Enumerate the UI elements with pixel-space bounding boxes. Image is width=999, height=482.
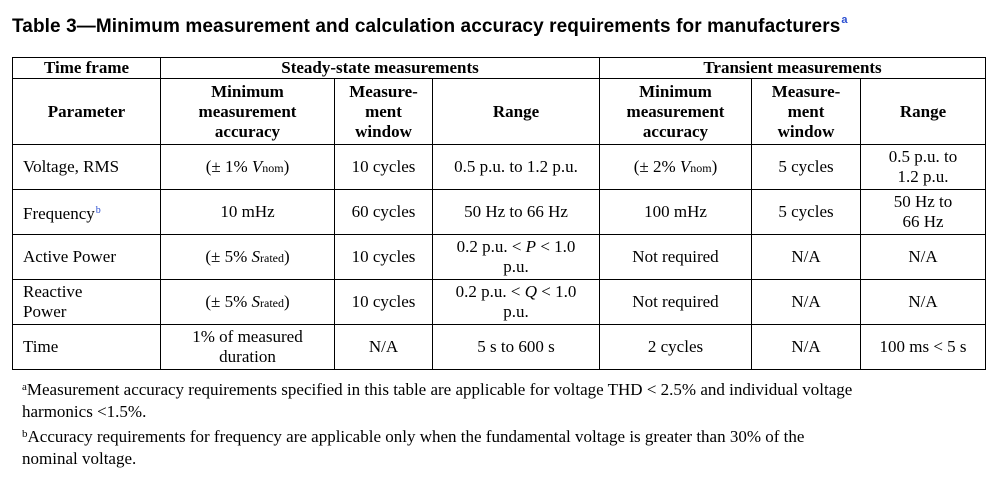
header-tr-range: Range [859, 78, 987, 145]
table-row: Reactive Power (± 5% Srated) 10 cycles 0.… [12, 279, 987, 325]
tr-range: 0.5 p.u. to 1.2 p.u. [859, 144, 987, 190]
table-title-text: Table 3—Minimum measurement and calculat… [12, 16, 841, 37]
header-ss-range: Range [432, 78, 600, 145]
param-frequency: Frequencyb [12, 189, 161, 235]
header-transient: Transient measurements [598, 57, 987, 79]
tr-accuracy: 100 mHz [599, 189, 752, 235]
tr-accuracy: 2 cycles [599, 324, 752, 370]
ss-window: 10 cycles [334, 279, 433, 325]
tr-range: N/A [859, 279, 987, 325]
tr-window: 5 cycles [751, 189, 861, 235]
tr-window: N/A [751, 279, 861, 325]
footnote-a: aMeasurement accuracy requirements speci… [22, 380, 853, 421]
ss-window: 60 cycles [334, 189, 433, 235]
param-reactive-power: Reactive Power [12, 279, 161, 325]
table-footnotes: aMeasurement accuracy requirements speci… [22, 376, 975, 470]
header-ss-window: Measure-ment window [334, 78, 433, 145]
ss-range: 50 Hz to 66 Hz [432, 189, 600, 235]
header-parameter: Parameter [12, 78, 161, 145]
header-row-columns: Parameter Minimum measurement accuracy Mea… [12, 78, 987, 145]
tr-window: N/A [751, 324, 861, 370]
tr-window: N/A [751, 234, 861, 280]
tr-range: N/A [859, 234, 987, 280]
tr-accuracy: Not required [599, 279, 752, 325]
ss-accuracy: 10 mHz [160, 189, 335, 235]
ss-accuracy: (± 5% Srated) [160, 279, 335, 325]
header-tr-window: Measure-ment window [751, 78, 861, 145]
table-row: Time 1% of measured duration N/A 5 s to 6… [12, 324, 987, 370]
footnote-b-mark: b [22, 428, 28, 440]
tr-range: 50 Hz to 66 Hz [859, 189, 987, 235]
ss-window: 10 cycles [334, 144, 433, 190]
header-ss-min-accuracy: Minimum measurement accuracy [160, 78, 335, 145]
ss-range: 0.5 p.u. to 1.2 p.u. [432, 144, 600, 190]
ss-accuracy: 1% of measured duration [160, 324, 335, 370]
param-voltage-rms: Voltage, RMS [12, 144, 161, 190]
table-row: Active Power (± 5% Srated) 10 cycles 0.2… [12, 234, 987, 280]
ss-accuracy: (± 1% Vnom) [160, 144, 335, 190]
table-title: Table 3—Minimum measurement and calculat… [12, 14, 848, 38]
table-row: Frequencyb 10 mHz 60 cycles 50 Hz to 66 … [12, 189, 987, 235]
title-footnote-mark[interactable]: a [841, 14, 848, 26]
ss-range: 0.2 p.u. < Q < 1.0 p.u. [432, 279, 600, 325]
header-row-time-frame: Time frame Steady-state measurements Tra… [12, 57, 987, 79]
footnote-mark-b[interactable]: b [95, 204, 101, 216]
ss-range: 0.2 p.u. < P < 1.0 p.u. [432, 234, 600, 280]
header-steady-state: Steady-state measurements [160, 57, 600, 79]
tr-window: 5 cycles [751, 144, 861, 190]
header-tr-min-accuracy: Minimum measurement accuracy [599, 78, 752, 145]
tr-accuracy: (± 2% Vnom) [599, 144, 752, 190]
param-time: Time [12, 324, 161, 370]
table-row: Voltage, RMS (± 1% Vnom) 10 cycles 0.5 p… [12, 144, 987, 190]
footnote-a-mark: a [22, 381, 27, 393]
ss-window: N/A [334, 324, 433, 370]
param-active-power: Active Power [12, 234, 161, 280]
requirements-table: Time frame Steady-state measurements Tra… [12, 57, 987, 370]
header-time-frame: Time frame [12, 57, 161, 79]
footnote-b: bAccuracy requirements for frequency are… [22, 427, 805, 468]
ss-range: 5 s to 600 s [432, 324, 600, 370]
ss-accuracy: (± 5% Srated) [160, 234, 335, 280]
tr-accuracy: Not required [599, 234, 752, 280]
tr-range: 100 ms < 5 s [859, 324, 987, 370]
ss-window: 10 cycles [334, 234, 433, 280]
